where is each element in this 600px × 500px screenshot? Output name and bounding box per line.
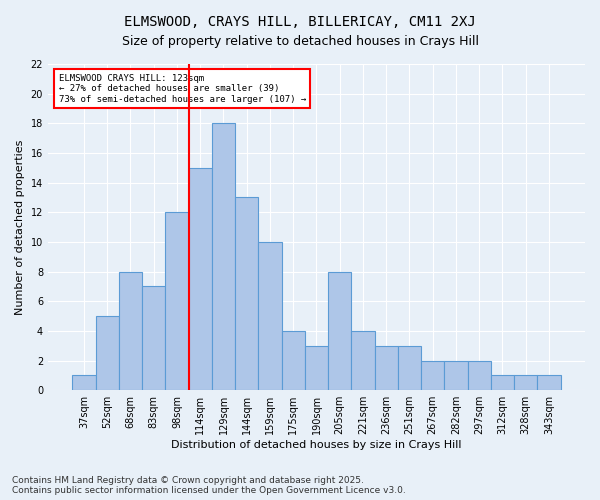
- Text: ELMSWOOD, CRAYS HILL, BILLERICAY, CM11 2XJ: ELMSWOOD, CRAYS HILL, BILLERICAY, CM11 2…: [124, 15, 476, 29]
- Bar: [259, 242, 281, 390]
- Bar: [188, 168, 212, 390]
- X-axis label: Distribution of detached houses by size in Crays Hill: Distribution of detached houses by size …: [171, 440, 462, 450]
- Bar: [328, 272, 352, 390]
- Bar: [73, 376, 95, 390]
- Text: ELMSWOOD CRAYS HILL: 123sqm
← 27% of detached houses are smaller (39)
73% of sem: ELMSWOOD CRAYS HILL: 123sqm ← 27% of det…: [59, 74, 306, 104]
- Bar: [467, 360, 491, 390]
- Bar: [142, 286, 166, 390]
- Text: Size of property relative to detached houses in Crays Hill: Size of property relative to detached ho…: [121, 35, 479, 48]
- Bar: [445, 360, 467, 390]
- Bar: [119, 272, 142, 390]
- Bar: [421, 360, 445, 390]
- Bar: [235, 198, 259, 390]
- Bar: [491, 376, 514, 390]
- Bar: [398, 346, 421, 390]
- Y-axis label: Number of detached properties: Number of detached properties: [15, 140, 25, 315]
- Bar: [538, 376, 560, 390]
- Bar: [305, 346, 328, 390]
- Bar: [514, 376, 538, 390]
- Bar: [166, 212, 188, 390]
- Bar: [281, 331, 305, 390]
- Bar: [212, 124, 235, 390]
- Text: Contains HM Land Registry data © Crown copyright and database right 2025.
Contai: Contains HM Land Registry data © Crown c…: [12, 476, 406, 495]
- Bar: [374, 346, 398, 390]
- Bar: [95, 316, 119, 390]
- Bar: [352, 331, 374, 390]
